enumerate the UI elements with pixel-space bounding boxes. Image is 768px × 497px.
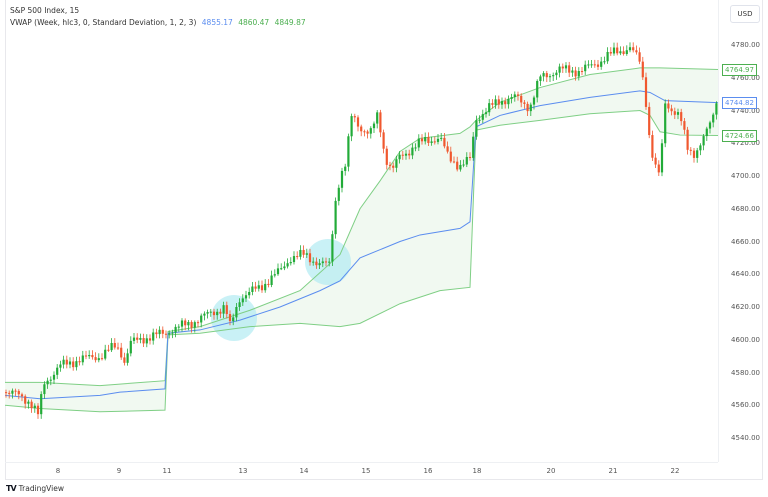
price-tag: 4764.97 — [722, 63, 757, 76]
price-tick: 4680.00 — [731, 204, 760, 213]
price-tick: 4540.00 — [731, 434, 760, 442]
time-tick: 9 — [116, 467, 122, 475]
price-tick: 4760.00 — [731, 73, 760, 82]
price-tick: 4780.00 — [731, 41, 760, 49]
chart-legend: S&P 500 Index, 15 VWAP (Week, hlc3, 0, S… — [10, 5, 306, 29]
time-axis[interactable]: 8 9 11 13 14 15 16 18 20 21 22 — [5, 462, 718, 481]
indicator-legend[interactable]: VWAP (Week, hlc3, 0, Standard Deviation,… — [10, 17, 306, 29]
time-tick: 21 — [608, 467, 618, 475]
price-tick: 4740.00 — [731, 106, 760, 115]
price-tick: 4720.00 — [731, 139, 760, 148]
time-tick: 16 — [423, 467, 433, 475]
highlight-circle — [305, 239, 351, 285]
symbol-label[interactable]: S&P 500 Index, 15 — [10, 6, 80, 15]
price-tick: 4660.00 — [731, 237, 760, 246]
time-tick: 20 — [546, 467, 556, 475]
tradingview-brand[interactable]: TV TradingView — [6, 484, 64, 493]
upper-band-value: 4860.47 — [238, 18, 270, 27]
price-axis[interactable]: 4780.00 4760.00 4740.00 4720.00 4700.00 4680.… — [718, 0, 764, 462]
time-tick: 8 — [55, 467, 61, 475]
time-tick: 11 — [162, 467, 172, 475]
time-tick: 18 — [472, 467, 482, 475]
tradingview-logo-icon: TV — [6, 484, 17, 493]
price-tick: 4700.00 — [731, 172, 760, 180]
currency-button[interactable]: USD — [730, 5, 760, 23]
time-tick: 22 — [670, 467, 680, 475]
brand-label: TradingView — [18, 484, 64, 493]
price-tick: 4640.00 — [731, 270, 760, 279]
lower-band-value: 4849.87 — [274, 18, 306, 27]
price-tick: 4620.00 — [731, 303, 760, 311]
price-chart[interactable] — [5, 0, 718, 462]
price-tag: 4724.66 — [722, 129, 757, 142]
indicator-label: VWAP (Week, hlc3, 0, Standard Deviation,… — [10, 18, 197, 27]
time-tick: 15 — [361, 467, 371, 475]
price-tag: 4744.82 — [722, 96, 757, 109]
chart-frame — [5, 0, 763, 480]
price-tick: 4600.00 — [731, 335, 760, 344]
price-tick: 4580.00 — [731, 368, 760, 377]
time-tick: 13 — [238, 467, 248, 475]
time-tick: 14 — [299, 467, 309, 475]
price-tick: 4560.00 — [731, 401, 760, 410]
vwap-value: 4855.17 — [201, 18, 233, 27]
